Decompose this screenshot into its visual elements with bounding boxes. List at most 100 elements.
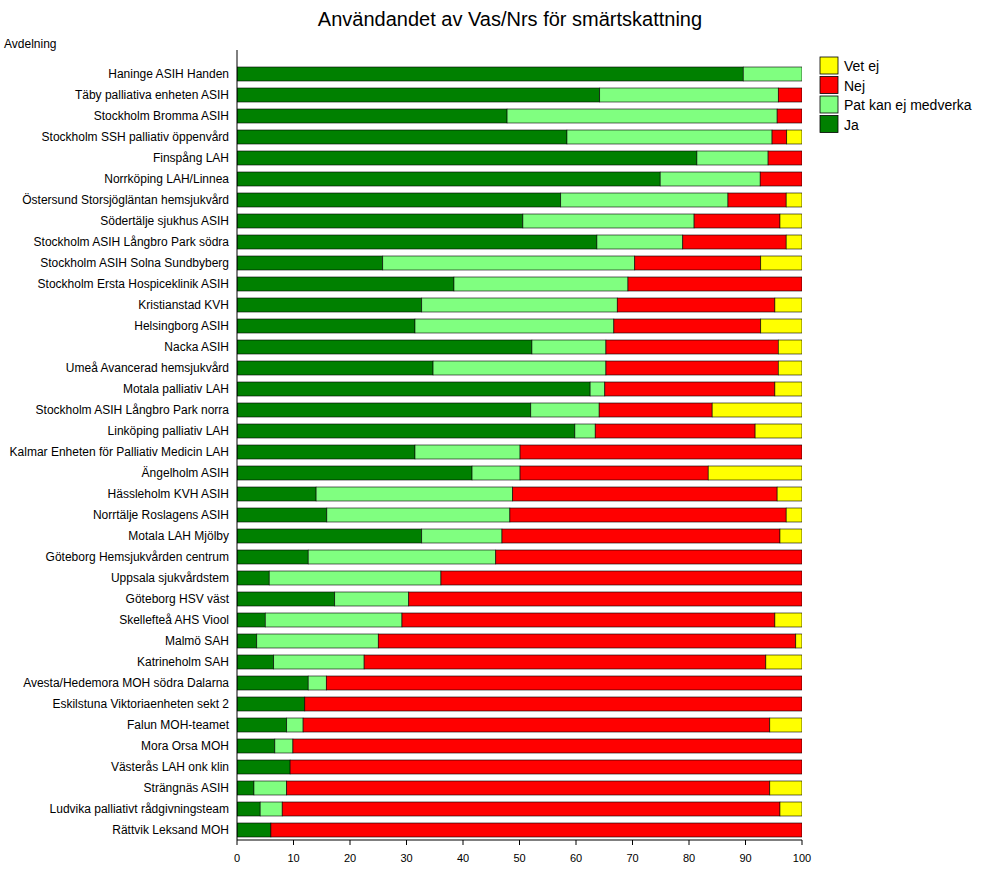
bar-segment bbox=[761, 256, 802, 270]
bar-segment bbox=[780, 802, 802, 816]
bar-segment bbox=[728, 193, 786, 207]
bar-segment bbox=[237, 361, 433, 375]
bar-segment bbox=[327, 508, 510, 522]
category-label: Norrtälje Roslagens ASIH bbox=[93, 508, 229, 522]
bar-segment bbox=[237, 445, 415, 459]
bar-segment bbox=[237, 802, 260, 816]
category-label: Nacka ASIH bbox=[164, 340, 229, 354]
bar-segment bbox=[237, 592, 335, 606]
category-label: Kristianstad KVH bbox=[138, 298, 229, 312]
bar-segment bbox=[422, 298, 617, 312]
category-label: Norrköping LAH/Linnea bbox=[104, 172, 229, 186]
bar-segment bbox=[287, 718, 303, 732]
bar-segment bbox=[712, 403, 802, 417]
bar-segment bbox=[237, 130, 567, 144]
bar-segment bbox=[287, 781, 770, 795]
bar-segment bbox=[523, 214, 694, 228]
x-tick-label: 80 bbox=[683, 852, 695, 864]
bar-segment bbox=[237, 781, 254, 795]
bar-segment bbox=[635, 256, 761, 270]
bar-segment bbox=[237, 193, 561, 207]
legend-swatch bbox=[820, 116, 838, 133]
bar-segment bbox=[775, 298, 802, 312]
bar-segment bbox=[761, 319, 802, 333]
bar-segment bbox=[802, 760, 803, 774]
bar-segment bbox=[606, 340, 778, 354]
bar-segment bbox=[697, 151, 768, 165]
bar-segment bbox=[802, 67, 803, 81]
x-tick bbox=[689, 840, 690, 845]
bar-segment bbox=[265, 613, 402, 627]
bar-segment bbox=[303, 718, 770, 732]
bar-segment bbox=[775, 382, 802, 396]
bar-segment bbox=[561, 193, 728, 207]
bar-segment bbox=[802, 571, 803, 585]
category-label: Motala LAH Mjölby bbox=[128, 529, 229, 543]
x-tick-label: 10 bbox=[287, 852, 299, 864]
bar-segment bbox=[237, 823, 271, 837]
bar-segment bbox=[308, 550, 496, 564]
bar-segment bbox=[575, 424, 595, 438]
bar-segment bbox=[472, 466, 520, 480]
category-label: Göteborg HSV väst bbox=[126, 592, 230, 606]
bar-segment bbox=[605, 382, 775, 396]
bar-segment bbox=[383, 256, 635, 270]
bar-segment bbox=[683, 235, 786, 249]
x-tick bbox=[632, 840, 633, 845]
bar-segment bbox=[290, 760, 802, 774]
category-label: Mora Orsa MOH bbox=[141, 739, 229, 753]
chart: Användandet av Vas/Nrs för smärtskattnin… bbox=[0, 0, 1005, 874]
bar-segment bbox=[606, 361, 778, 375]
bar-segment bbox=[597, 235, 683, 249]
category-label: Stockholm Bromma ASIH bbox=[94, 109, 229, 123]
bar-segment bbox=[802, 151, 803, 165]
bar-segment bbox=[802, 592, 803, 606]
bar-segment bbox=[766, 655, 802, 669]
bar-segment bbox=[237, 403, 531, 417]
bar-segment bbox=[708, 466, 802, 480]
category-label: Stockholm ASIH Långbro Park södra bbox=[34, 235, 230, 249]
category-label: Stockholm Ersta Hospiceklinik ASIH bbox=[38, 277, 229, 291]
bar-segment bbox=[237, 277, 454, 291]
bar-segment bbox=[237, 340, 532, 354]
bar-segment bbox=[237, 88, 600, 102]
category-label: Strängnäs ASIH bbox=[144, 781, 229, 795]
category-label: Uppsala sjukvårdstem bbox=[111, 571, 229, 585]
bar-segment bbox=[237, 739, 275, 753]
bar-segment bbox=[628, 277, 802, 291]
bar-segment bbox=[796, 634, 802, 648]
x-tick-label: 0 bbox=[234, 852, 240, 864]
y-axis bbox=[237, 50, 238, 840]
x-tick bbox=[293, 840, 294, 845]
bar-segment bbox=[617, 298, 775, 312]
bar-segment bbox=[237, 382, 590, 396]
legend-swatch bbox=[820, 96, 838, 113]
bar-segment bbox=[237, 613, 265, 627]
x-tick bbox=[802, 840, 803, 845]
bar-segment bbox=[269, 571, 441, 585]
legend-label: Pat kan ej medverka bbox=[844, 97, 972, 113]
bar-segment bbox=[409, 592, 802, 606]
bar-segment bbox=[237, 718, 287, 732]
category-label: Motala palliativ LAH bbox=[123, 382, 229, 396]
category-label: Helsingborg ASIH bbox=[134, 319, 229, 333]
bar-segment bbox=[768, 151, 802, 165]
legend-label: Nej bbox=[844, 78, 865, 94]
category-label: Ängelholm ASIH bbox=[142, 466, 229, 480]
legend-swatch bbox=[820, 57, 838, 74]
category-label: Stockholm SSH palliativ öppenvård bbox=[42, 130, 229, 144]
bar-segment bbox=[786, 193, 802, 207]
bar-segment bbox=[778, 340, 802, 354]
bar-segment bbox=[778, 361, 802, 375]
x-tick bbox=[237, 840, 238, 845]
bar-segment bbox=[802, 823, 803, 837]
bar-segment bbox=[599, 403, 712, 417]
bar-segment bbox=[802, 550, 803, 564]
category-label: Rättvik Leksand MOH bbox=[112, 823, 229, 837]
bar-segment bbox=[777, 109, 802, 123]
x-tick-label: 40 bbox=[457, 852, 469, 864]
category-label: Kalmar Enheten för Palliativ Medicin LAH bbox=[10, 445, 229, 459]
bar-segment bbox=[275, 739, 293, 753]
category-label: Umeå Avancerad hemsjukvård bbox=[66, 361, 229, 375]
category-label: Södertälje sjukhus ASIH bbox=[100, 214, 229, 228]
